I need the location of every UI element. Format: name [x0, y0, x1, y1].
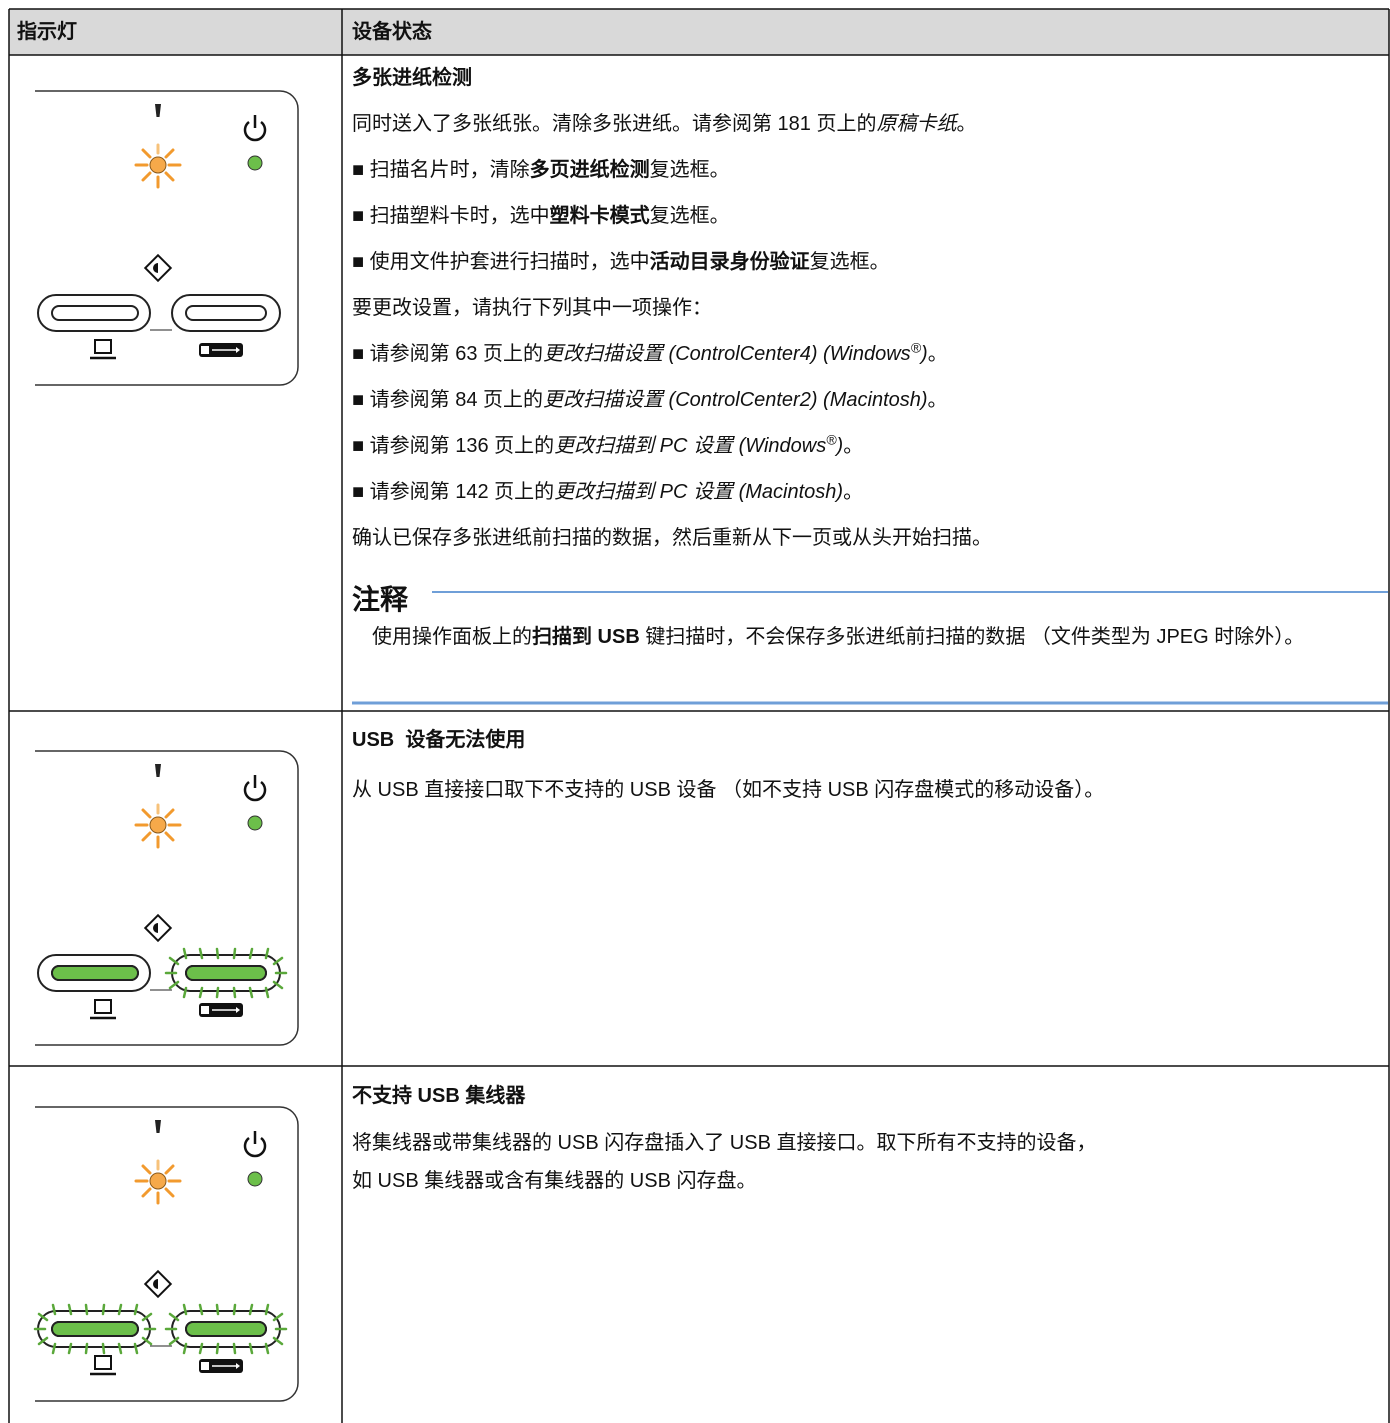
text: 。: [843, 481, 864, 503]
text: ■ 请参阅第 142 页上的: [352, 481, 555, 503]
text: ■ 请参阅第 63 页上的: [352, 343, 543, 365]
link-text: ): [921, 343, 928, 365]
superscript: ®: [826, 431, 837, 448]
paragraph: 要更改设置，请执行下列其中一项操作：: [352, 285, 712, 331]
text: 。: [956, 113, 977, 135]
row-title: 不支持 USB 集线器: [352, 1085, 526, 1107]
text: 从 USB 直接接口取下不支持的 USB 设备 （如不支持 USB 闪存盘模式的…: [352, 779, 1105, 801]
header-bg: [9, 9, 1389, 55]
paragraph: 如 USB 集线器或含有集线器的 USB 闪存盘。: [352, 1158, 756, 1204]
led-panel: [33, 749, 300, 1047]
paragraph: ■ 使用文件护套进行扫描时，选中活动目录身份验证复选框。: [352, 239, 890, 285]
text: 。: [843, 435, 864, 457]
superscript: ®: [910, 339, 922, 356]
row-title: USB 设备无法使用: [352, 729, 526, 751]
header-cell: 指示灯: [17, 21, 77, 43]
led-panel: [33, 1105, 300, 1403]
link-text: ): [836, 435, 844, 457]
text: ■ 扫描名片时，清除: [352, 159, 530, 181]
paragraph: ■ 请参阅第 142 页上的更改扫描到 PC 设置 (Macintosh)。: [352, 469, 863, 515]
paragraph: 将集线器或带集线器的 USB 闪存盘插入了 USB 直接接口。取下所有不支持的设…: [352, 1120, 1096, 1166]
paragraph: 同时送入了多张纸张。清除多张进纸。请参阅第 181 页上的原稿卡纸。: [352, 101, 976, 147]
text: 复选框。: [809, 251, 890, 273]
bold-text: 扫描到 USB: [532, 626, 640, 648]
text: 使用操作面板上的: [372, 626, 532, 648]
link-text: 更改扫描设置 (ControlCenter2) (Macintosh): [543, 389, 928, 411]
text: ■ 请参阅第 136 页上的: [352, 435, 555, 457]
text: 确认已保存多张进纸前扫描的数据，然后重新从下一页或从头开始扫描。: [352, 527, 992, 549]
led-panel: [33, 89, 300, 387]
link-text: 更改扫描设置 (ControlCenter4) (Windows: [543, 343, 911, 365]
text: ■ 请参阅第 84 页上的: [352, 389, 543, 411]
bold-text: 塑料卡模式: [549, 205, 650, 227]
text: 复选框。: [649, 159, 730, 181]
header-cell: 设备状态: [352, 21, 432, 43]
bold-text: 活动目录身份验证: [649, 251, 810, 273]
text: ■ 使用文件护套进行扫描时，选中: [352, 251, 650, 273]
paragraph: 确认已保存多张进纸前扫描的数据，然后重新从下一页或从头开始扫描。: [352, 515, 992, 561]
row-title: 多张进纸检测: [352, 67, 472, 89]
text: ■ 扫描塑料卡时，选中: [352, 205, 550, 227]
link-text: 原稿卡纸: [876, 113, 957, 135]
text: 。: [927, 389, 948, 411]
text: 同时送入了多张纸张。清除多张进纸。请参阅第 181 页上的: [352, 113, 877, 135]
note-text: 使用操作面板上的扫描到 USB 键扫描时，不会保存多张进纸前扫描的数据 （文件类…: [372, 618, 1384, 656]
link-text: 更改扫描到 PC 设置 (Windows: [554, 435, 827, 457]
text: 复选框。: [649, 205, 730, 227]
text: 将集线器或带集线器的 USB 闪存盘插入了 USB 直接接口。取下所有不支持的设…: [352, 1132, 1097, 1154]
bold-text: 多页进纸检测: [529, 159, 650, 181]
paragraph: ■ 请参阅第 136 页上的更改扫描到 PC 设置 (Windows®)。: [352, 423, 863, 469]
grid: [8, 8, 1390, 1423]
paragraph: 从 USB 直接接口取下不支持的 USB 设备 （如不支持 USB 闪存盘模式的…: [352, 767, 1104, 813]
text: 如 USB 集线器或含有集线器的 USB 闪存盘。: [352, 1170, 757, 1192]
text: 。: [927, 343, 948, 365]
paragraph: ■ 扫描名片时，清除多页进纸检测复选框。: [352, 147, 730, 193]
text: 键扫描时，不会保存多张进纸前扫描的数据 （文件类型为 JPEG 时除外）。: [639, 626, 1305, 648]
link-text: 更改扫描到 PC 设置 (Macintosh): [554, 481, 844, 503]
note-label: 注释: [352, 584, 409, 615]
text: 要更改设置，请执行下列其中一项操作：: [352, 297, 712, 319]
paragraph: ■ 请参阅第 63 页上的更改扫描设置 (ControlCenter4) (Wi…: [352, 331, 948, 377]
paragraph: ■ 扫描塑料卡时，选中塑料卡模式复选框。: [352, 193, 730, 239]
paragraph: ■ 请参阅第 84 页上的更改扫描设置 (ControlCenter2) (Ma…: [352, 377, 948, 423]
